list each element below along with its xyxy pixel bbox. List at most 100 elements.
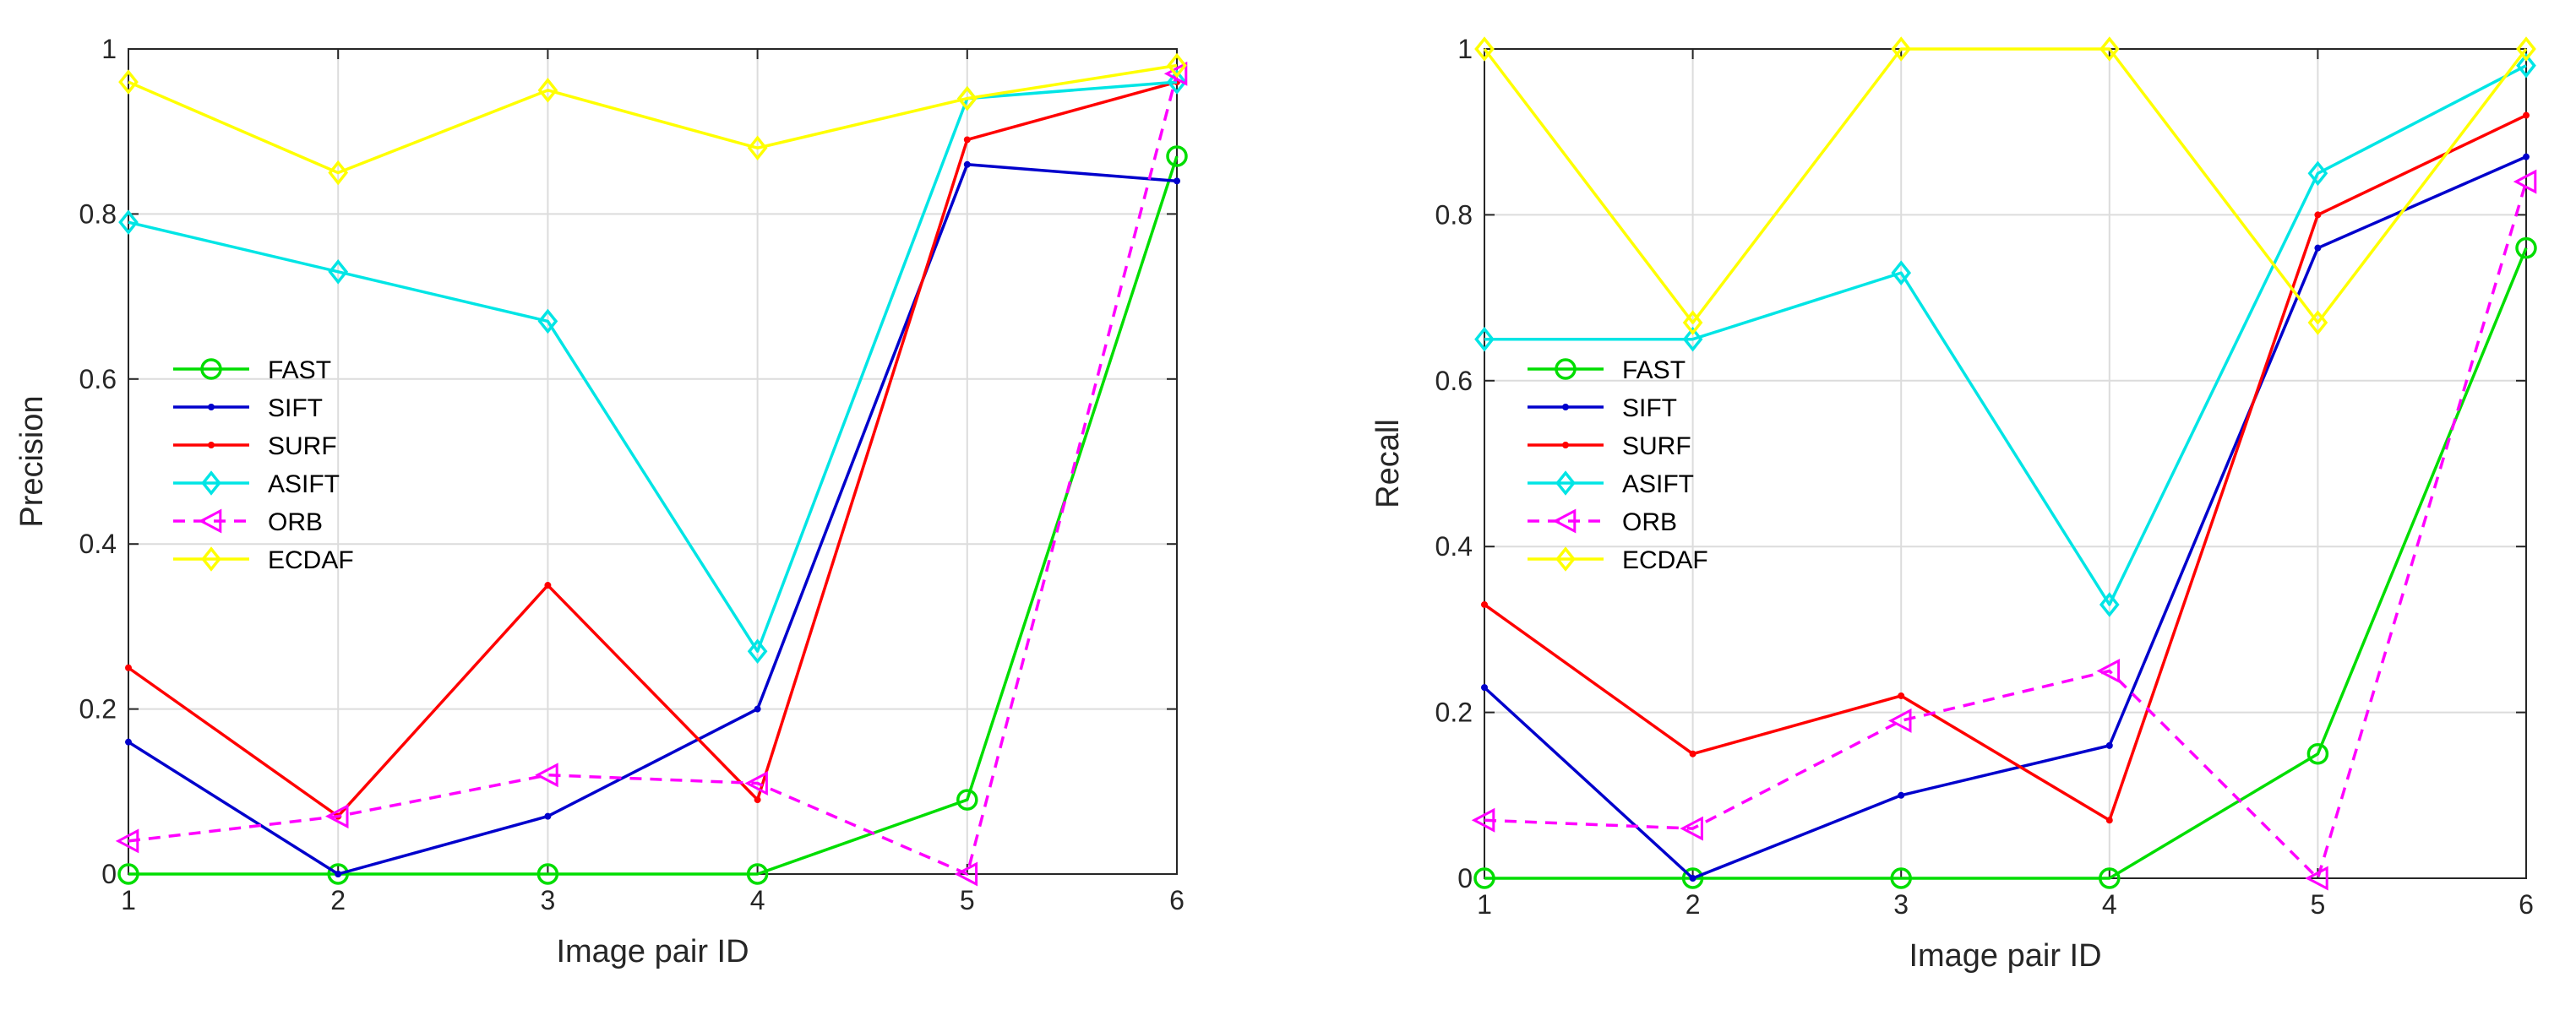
x-tick-label: 1 [1477,889,1492,920]
data-point-orb [1887,708,1912,733]
series-fast [117,145,1188,885]
data-point-sift [2314,244,2322,252]
data-point-sift [963,160,971,168]
data-point-fast [117,863,139,885]
series-surf [125,79,1180,820]
data-point-asift [118,209,139,235]
series-line-ecdaf [1483,47,2528,324]
data-point-surf [544,582,552,589]
data-point-orb [2513,169,2537,194]
data-point-surf [1689,750,1696,758]
data-point-orb [324,804,349,829]
legend-label-ecdaf: ECDAF [1622,546,1708,574]
data-point-asift [1167,69,1187,95]
legend-marker-ecdaf [1555,546,1576,572]
data-point-surf [754,796,761,804]
x-axis-label: Image pair ID [1909,938,2101,974]
x-tick-label: 3 [1893,889,1909,920]
legend-marker-fast [1555,358,1577,380]
data-point-sift [544,812,552,820]
x-tick-label: 4 [2102,889,2117,920]
data-point-ecdaf [1891,36,1912,62]
data-point-asift [537,308,558,334]
data-point-sift [2105,741,2113,749]
series-line-orb [128,73,1179,876]
series-orb [115,61,1188,887]
data-point-ecdaf [537,78,558,103]
x-axis-label: Image pair ID [556,934,749,969]
legend: FAST SIFT SURF ASIFT ORB ECDAF [173,356,354,574]
series-surf [1481,111,2530,824]
data-point-asift [2516,52,2536,79]
data-point-ecdaf [1474,36,1495,62]
chart-panel-2: 1 2 3 4 5 6 0 0.2 0.4 0.6 0.8 1 Image pair ID Recall F… [1370,34,2537,974]
series-line-sift [1483,155,2527,880]
data-point-sift [1898,791,1905,799]
series-sift [125,160,1180,877]
y-tick-label: 0.2 [1435,698,1473,728]
x-tick-label: 6 [2519,889,2534,920]
y-tick-label: 0.8 [79,198,117,229]
data-point-sift [1174,177,1180,185]
data-point-fast [2306,742,2329,765]
data-point-ecdaf [2307,310,2328,335]
chart-panel-1: 1 2 3 4 5 6 0 0.2 0.4 0.6 0.8 1 Image pair ID Precisi… [14,34,1188,969]
legend-marker-ecdaf [201,546,221,572]
data-point-ecdaf [1167,52,1187,79]
data-point-asift [1682,326,1703,352]
series-line-surf [1483,113,2527,823]
y-tick-label: 0.4 [79,529,117,559]
data-point-ecdaf [956,85,978,111]
x-tick-label: 5 [960,885,975,915]
data-point-ecdaf [2516,36,2536,62]
data-point-ecdaf [1682,310,1703,335]
x-tick-label: 6 [1169,885,1185,915]
legend-marker-sift [208,404,215,410]
y-tick-label: 1 [1457,34,1473,64]
data-point-asift [1474,326,1495,352]
x-tick-label: 2 [1686,889,1701,920]
data-point-fast [1473,867,1495,889]
y-tick-label: 0.6 [1435,366,1473,396]
data-point-ecdaf [328,160,349,186]
series-line-surf [127,80,1178,818]
legend-marker-asift [201,470,221,496]
legend-label-orb: ORB [268,508,323,536]
data-point-surf [1898,692,1905,699]
series-orb [1471,169,2537,891]
legend-label-fast: FAST [268,356,331,384]
data-point-fast [1166,145,1188,167]
data-point-sift [2523,153,2530,160]
y-tick-label: 0 [101,859,117,889]
data-point-surf [2314,211,2322,219]
series-line-asift [1484,64,2527,606]
data-point-orb [1680,816,1703,841]
y-tick-label: 1 [101,34,117,64]
legend: FAST SIFT SURF ASIFT ORB ECDAF [1528,356,1708,574]
legend-marker-surf [1562,442,1569,448]
series-asift [1474,52,2536,617]
x-tick-label: 2 [330,885,346,915]
series-line-fast [128,155,1179,876]
data-point-surf [2523,111,2530,119]
data-point-asift [328,258,349,285]
legend-label-orb: ORB [1622,508,1677,536]
data-point-fast [2515,236,2537,259]
series-line-ecdaf [128,63,1178,175]
data-point-orb [744,771,768,796]
data-point-asift [1891,260,1912,285]
legend-marker-surf [208,442,215,448]
data-point-sift [754,705,761,713]
legend-label-asift: ASIFT [268,470,340,498]
data-point-sift [1481,684,1488,692]
data-point-sift [335,871,342,877]
data-point-orb [1163,61,1188,86]
x-tick-label: 1 [121,885,136,915]
y-axis-label: Recall [1370,419,1406,508]
data-point-orb [535,763,558,788]
data-point-fast [1681,867,1704,889]
data-point-orb [954,861,978,887]
legend-label-sift: SIFT [268,394,323,422]
y-tick-label: 0.6 [79,364,117,394]
